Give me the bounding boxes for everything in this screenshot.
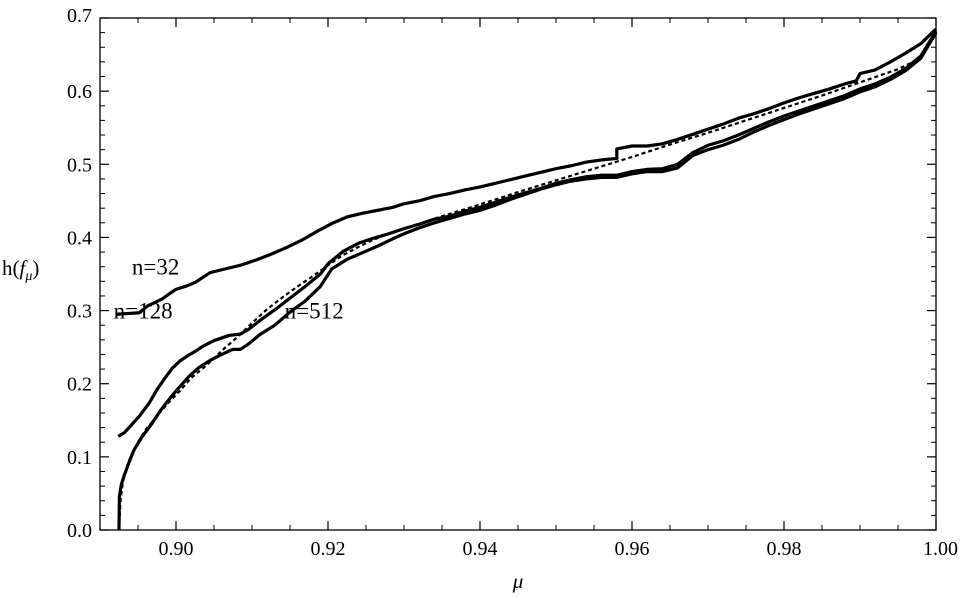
series-line-limit-dashed [117,32,937,531]
x-tick-label: 0.96 [615,538,650,560]
y-tick-label: 0.5 [67,154,92,176]
y-tick-label: 0.4 [67,227,92,249]
y-axis-label-prefix: h( [2,256,20,280]
y-tick-label: 0.1 [67,447,92,469]
y-tick-label: 0.7 [67,5,92,27]
y-tick-label: 0.6 [67,81,92,103]
y-axis-label-suffix: ) [32,256,39,280]
x-tick-label: 0.92 [311,538,346,560]
annotation-n-32: n=32 [132,255,179,280]
annotation-n-128: n=128 [114,299,173,324]
annotations-layer: n=32 n=128 n=512 [114,255,344,324]
ticks-layer: 0.90 0.92 0.94 0.96 0.98 1.00 0.0 0.1 0.2 0.3 0.4 0… [67,5,958,560]
series-line-n-512 [117,31,938,531]
x-tick-label: 0.90 [159,538,194,560]
x-tick-label: 0.98 [767,538,802,560]
y-axis-label-italic: f [20,256,29,280]
x-tick-label: 0.94 [463,538,498,560]
x-tick-label: 1.00 [923,538,958,560]
y-tick-label: 0.3 [67,301,92,323]
annotation-n-512: n=512 [285,299,344,324]
y-tick-label: 0.0 [67,520,92,542]
series-line-n-128 [117,30,938,438]
series-line-n-32 [116,27,938,316]
x-axis-label: μ [512,569,524,593]
series-layer [116,27,938,531]
y-axis-label-sub: μ [24,269,32,284]
y-axis-label: h(fμ) [2,256,39,284]
y-tick-label: 0.2 [67,374,92,396]
